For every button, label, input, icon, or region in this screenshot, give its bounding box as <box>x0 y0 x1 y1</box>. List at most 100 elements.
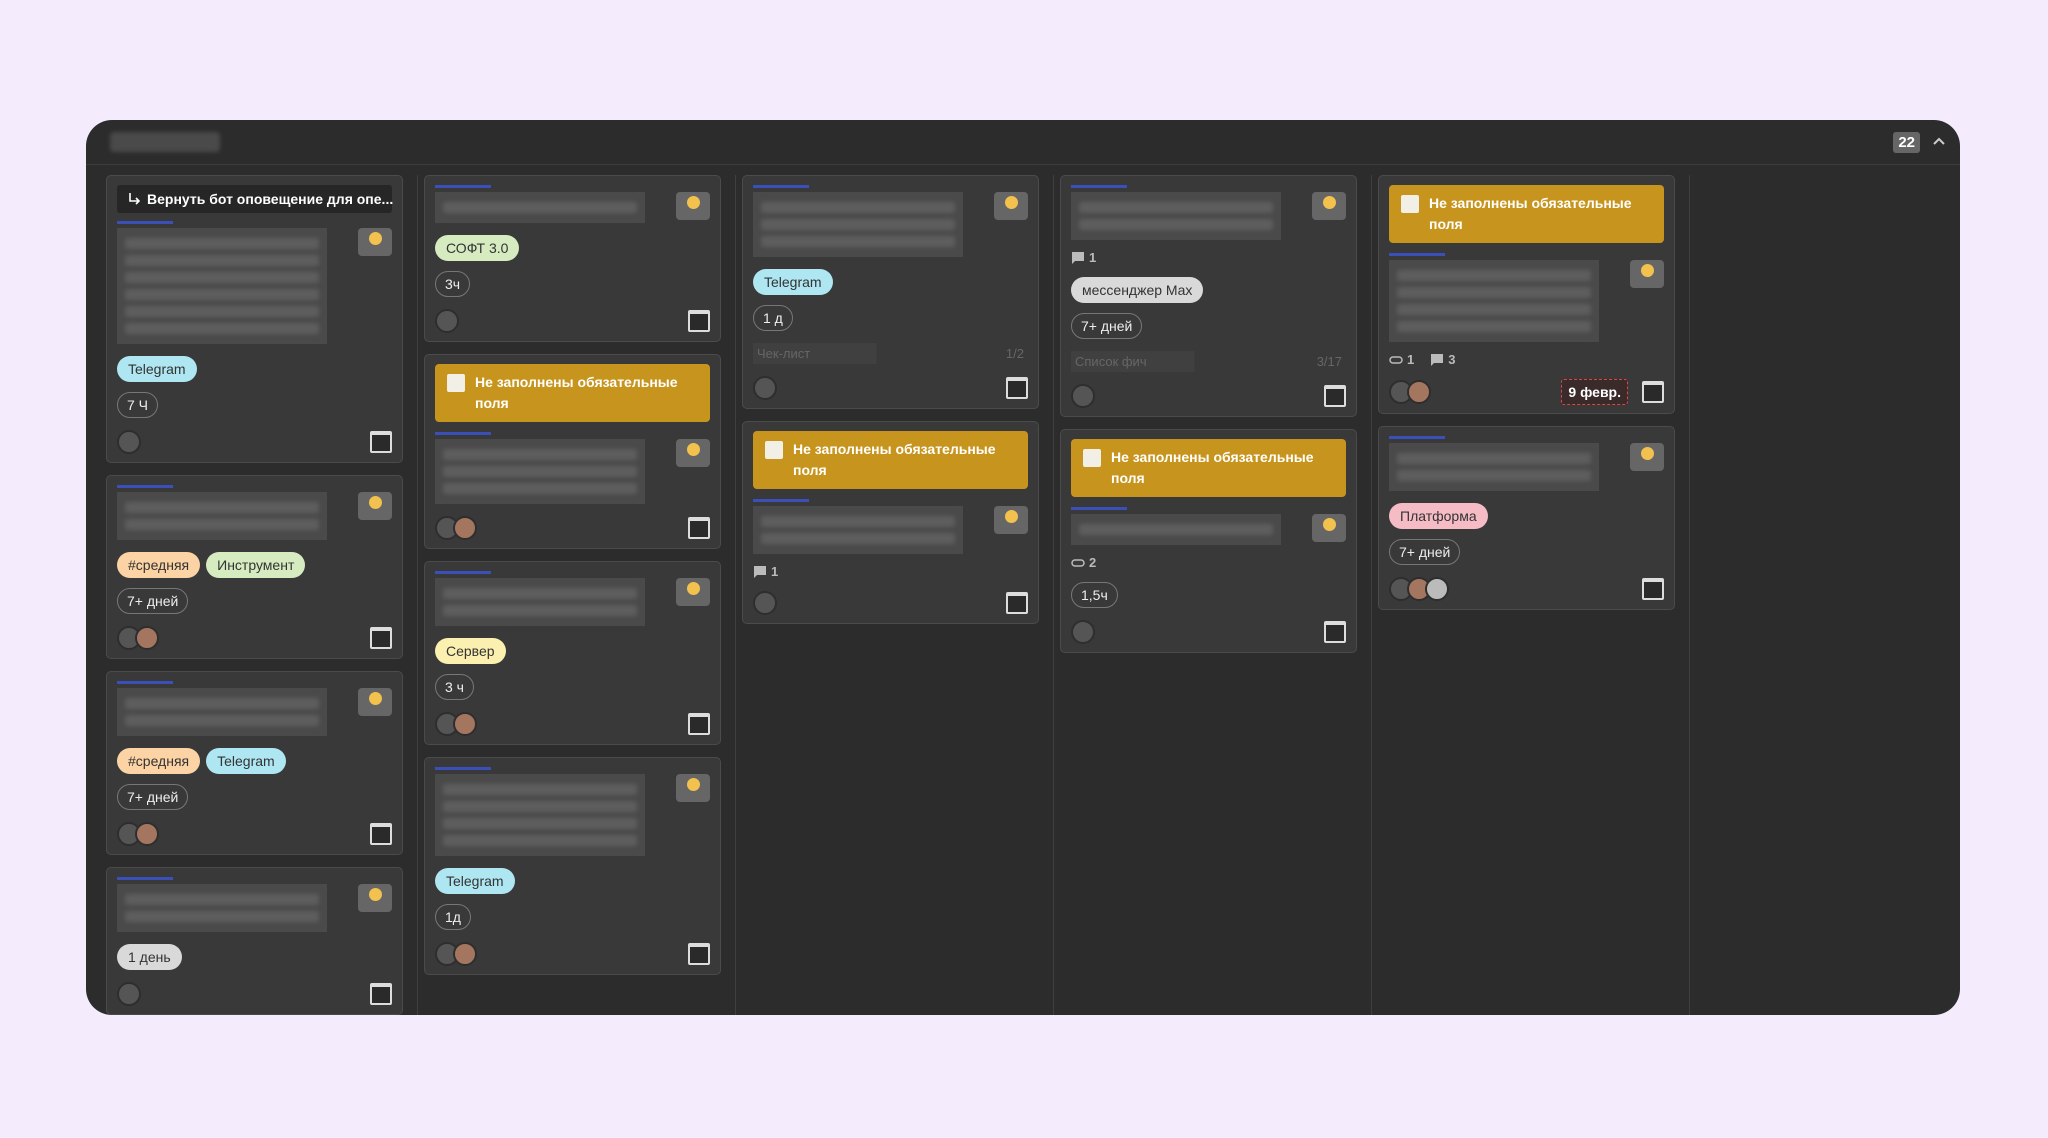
tag[interactable]: Платформа <box>1389 503 1488 529</box>
blurred-title <box>110 132 220 152</box>
blurred-line <box>761 533 955 544</box>
calendar-button[interactable] <box>1642 578 1664 600</box>
assignee-avatar <box>358 884 392 912</box>
tag[interactable]: Telegram <box>753 269 833 295</box>
card[interactable]: Telegram 1д <box>424 757 721 975</box>
blurred-line <box>443 466 637 477</box>
blurred-line <box>443 588 637 599</box>
duration-row: 7+ дней <box>1389 529 1664 565</box>
priority-bar <box>1071 507 1127 510</box>
assignee-avatar <box>358 492 392 520</box>
subtask-icon <box>129 193 141 205</box>
assignee-avatar <box>676 774 710 802</box>
card-footer <box>753 376 1028 400</box>
card-body <box>1389 443 1664 491</box>
collapse-button[interactable] <box>1932 134 1946 148</box>
card[interactable]: Не заполнены обязательные поля 1 3 9 февр. <box>1378 175 1675 414</box>
parent-task[interactable]: Вернуть бот оповещение для опе... <box>117 185 393 213</box>
warning-icon <box>447 374 465 392</box>
card-body <box>753 192 1028 257</box>
duration-row: 3 ч <box>435 664 710 700</box>
blurred-title <box>117 884 327 932</box>
tag[interactable]: Сервер <box>435 638 506 664</box>
duration: 7+ дней <box>117 588 189 614</box>
duration: 1 д <box>753 305 793 331</box>
blurred-line <box>443 801 637 812</box>
member-avatar <box>135 822 159 846</box>
tag[interactable]: Инструмент <box>206 552 306 578</box>
card-footer <box>117 430 392 454</box>
calendar-button[interactable] <box>1642 381 1664 403</box>
card[interactable]: Вернуть бот оповещение для опе... Telegra… <box>106 175 403 463</box>
duration: 3 ч <box>435 674 474 700</box>
blurred-line <box>125 698 319 709</box>
assignee-avatar <box>676 439 710 467</box>
card[interactable]: #средняя Инструмент 7+ дней <box>106 475 403 659</box>
blurred-title <box>753 506 963 554</box>
tag[interactable]: #средняя <box>117 748 201 774</box>
comment-count: 1 <box>771 564 779 579</box>
tag[interactable]: Telegram <box>117 356 197 382</box>
calendar-button[interactable] <box>370 823 392 845</box>
board: 22 Вернуть бот оповещение для опе... Tele… <box>86 120 1960 1015</box>
tag[interactable]: Telegram <box>206 748 286 774</box>
warning-banner: Не заполнены обязательные поля <box>1071 439 1346 497</box>
blurred-line <box>125 306 319 317</box>
calendar-button[interactable] <box>688 310 710 332</box>
card[interactable]: Не заполнены обязательные поля 1 <box>742 421 1039 624</box>
duration-row: 1 д <box>753 295 1028 331</box>
card-footer <box>435 516 710 540</box>
card-body <box>435 192 710 223</box>
duration: 7+ дней <box>117 784 189 810</box>
assignee-avatar <box>1630 443 1664 471</box>
calendar-button[interactable] <box>370 983 392 1005</box>
tag[interactable]: 1 день <box>117 944 182 970</box>
card-footer <box>117 626 392 650</box>
avatar-face <box>369 888 382 901</box>
card[interactable]: Telegram 1 д Чек-лист 1/2 <box>742 175 1039 409</box>
card[interactable]: #средняя Telegram 7+ дней <box>106 671 403 855</box>
due-date[interactable]: 9 февр. <box>1561 379 1628 405</box>
blurred-line <box>125 894 319 905</box>
assignee-avatar <box>994 192 1028 220</box>
attachment-count: 1 <box>1407 352 1415 367</box>
blurred-line <box>1079 524 1273 535</box>
blurred-line <box>125 323 319 334</box>
calendar-button[interactable] <box>370 627 392 649</box>
tag[interactable]: Telegram <box>435 868 515 894</box>
checklist[interactable]: Список фич 3/17 <box>1071 351 1346 372</box>
calendar-button[interactable] <box>1006 377 1028 399</box>
blurred-line <box>1397 304 1591 315</box>
tag[interactable]: СОФТ 3.0 <box>435 235 520 261</box>
calendar-button[interactable] <box>1324 621 1346 643</box>
card[interactable]: Сервер 3 ч <box>424 561 721 745</box>
card[interactable]: 1 мессенджер Max 7+ дней Список фич 3/17 <box>1060 175 1357 417</box>
tags: Telegram <box>753 269 1028 295</box>
card[interactable]: Платформа 7+ дней <box>1378 426 1675 610</box>
counters: 1 <box>1071 250 1346 265</box>
priority-bar <box>117 681 173 684</box>
assignee-avatar <box>1630 260 1664 288</box>
tag[interactable]: мессенджер Max <box>1071 277 1204 303</box>
card[interactable]: Не заполнены обязательные поля 2 1,5ч <box>1060 429 1357 653</box>
tags: Платформа <box>1389 503 1664 529</box>
member-avatar <box>753 591 777 615</box>
tag[interactable]: #средняя <box>117 552 201 578</box>
calendar-button[interactable] <box>688 713 710 735</box>
calendar-button[interactable] <box>688 943 710 965</box>
calendar-button[interactable] <box>688 517 710 539</box>
calendar-button[interactable] <box>1006 592 1028 614</box>
tags: 1 день <box>117 944 392 970</box>
avatar-face <box>1323 518 1336 531</box>
card-body <box>117 492 392 540</box>
warning-icon <box>1083 449 1101 467</box>
member-avatar <box>453 516 477 540</box>
card[interactable]: 1 день <box>106 867 403 1015</box>
calendar-button[interactable] <box>1324 385 1346 407</box>
checklist[interactable]: Чек-лист 1/2 <box>753 343 1028 364</box>
warning-banner: Не заполнены обязательные поля <box>753 431 1028 489</box>
card[interactable]: СОФТ 3.0 3ч <box>424 175 721 342</box>
warning-icon <box>765 441 783 459</box>
card[interactable]: Не заполнены обязательные поля <box>424 354 721 549</box>
calendar-button[interactable] <box>370 431 392 453</box>
